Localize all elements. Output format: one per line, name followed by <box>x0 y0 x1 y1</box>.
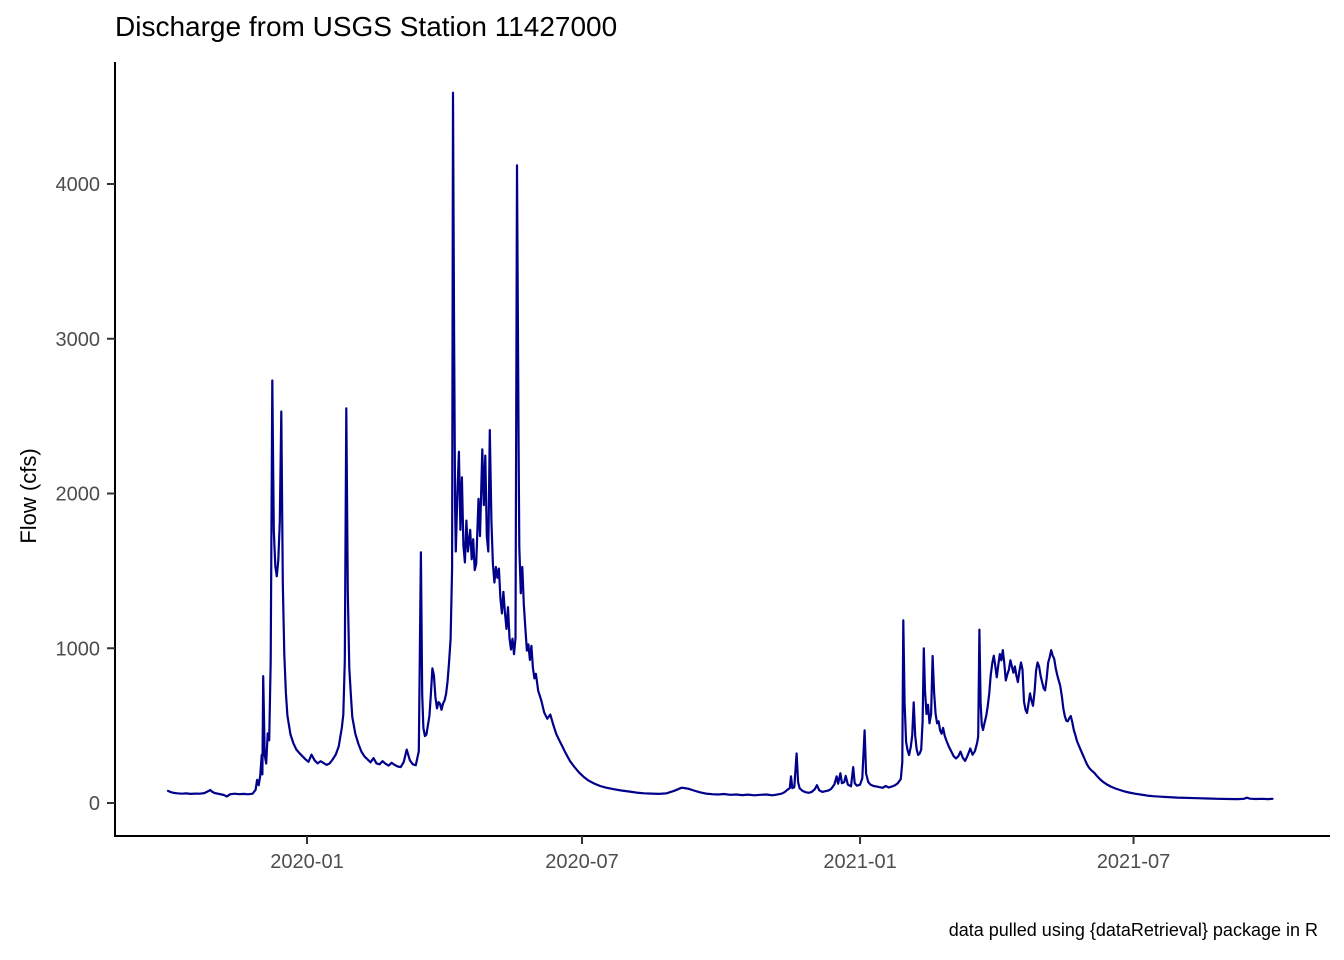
y-axis-title: Flow (cfs) <box>16 448 41 544</box>
x-tick-label: 2021-01 <box>823 851 896 873</box>
x-tick-label: 2020-01 <box>270 851 343 873</box>
x-tick-label: 2021-07 <box>1097 851 1170 873</box>
discharge-flow-line <box>166 91 1274 801</box>
y-tick-label: 3000 <box>56 329 101 351</box>
y-tick-label: 4000 <box>56 174 101 196</box>
chart-title: Discharge from USGS Station 11427000 <box>115 11 618 42</box>
x-tick-label: 2020-07 <box>545 851 618 873</box>
y-tick-label: 2000 <box>56 484 101 506</box>
y-tick-label: 0 <box>89 793 100 815</box>
y-tick-label: 1000 <box>56 638 101 660</box>
caption: data pulled using {dataRetrieval} packag… <box>948 920 1318 940</box>
